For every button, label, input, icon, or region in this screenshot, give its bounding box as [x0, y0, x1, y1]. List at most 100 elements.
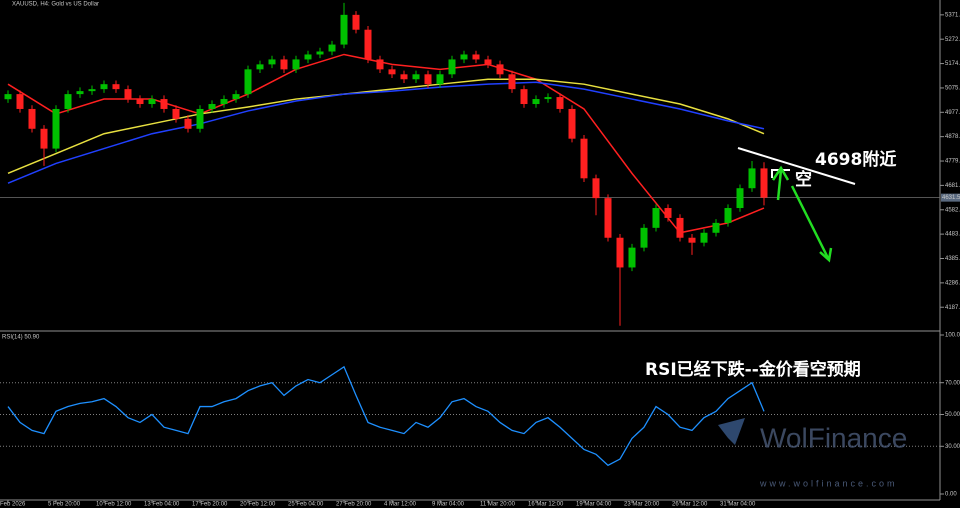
candle-body	[640, 227, 648, 248]
candle-body	[316, 51, 324, 55]
x-tick-label: 31 Mar 04:00	[720, 502, 756, 508]
candle-body	[220, 99, 228, 105]
watermark-logo	[718, 418, 745, 445]
x-tick-label: 9 Mar 04:00	[432, 502, 465, 508]
candle-body	[508, 74, 516, 90]
candle-body	[340, 14, 348, 45]
candle-body	[76, 91, 84, 95]
rsi-title: RSI(14) 50.90	[2, 335, 40, 341]
candle-body	[184, 118, 192, 129]
level-mark	[771, 169, 790, 178]
x-tick-label: 10 Feb 12:00	[96, 502, 132, 508]
annotation: 空	[795, 169, 812, 190]
candle-body	[700, 232, 708, 243]
y-tick-label: 5272.9	[945, 37, 960, 43]
y-tick-label: 30.00	[945, 444, 960, 450]
x-tick-label: 5 Feb 20:00	[48, 502, 81, 508]
candle-body	[364, 29, 372, 60]
rsi-line	[7, 365, 765, 467]
candle-body	[160, 99, 168, 109]
candle-body	[16, 94, 24, 109]
y-tick-label: 0.00	[945, 492, 957, 498]
trend-line	[737, 147, 856, 185]
candle-body	[448, 59, 456, 75]
candle-body	[400, 74, 408, 80]
y-tick-label: 5075.6	[945, 86, 960, 92]
x-tick-label: 20 Feb 12:00	[240, 502, 276, 508]
candle-body	[568, 108, 576, 139]
x-tick-label: 26 Mar 12:00	[672, 502, 708, 508]
candle-body	[652, 208, 660, 228]
x-tick-label: 17 Feb 20:00	[192, 502, 228, 508]
candle-body	[124, 89, 132, 100]
candle-body	[676, 217, 684, 238]
candle-body	[100, 84, 108, 90]
candle-body	[112, 84, 120, 90]
candle-body	[412, 74, 420, 80]
y-tick-label: 4878.4	[945, 134, 960, 140]
candle-body	[604, 198, 612, 238]
candle-body	[292, 59, 300, 70]
y-tick-label: 4286.5	[945, 280, 960, 286]
x-tick-label: Feb 2026	[0, 502, 26, 508]
candle-body	[244, 69, 252, 95]
last-price-label: 4631.5	[942, 195, 960, 201]
candle-body	[520, 89, 528, 105]
candle-body	[616, 237, 624, 268]
x-tick-label: 19 Mar 04:00	[576, 502, 612, 508]
candle-body	[484, 59, 492, 65]
x-tick-label: 11 Mar 20:00	[480, 502, 516, 508]
candle-body	[628, 247, 636, 268]
moving-average	[7, 81, 765, 184]
candle-body	[472, 54, 480, 60]
annotation: RSI已经下跌--金价看空预期	[645, 359, 861, 380]
x-tick-label: 27 Feb 20:00	[336, 502, 372, 508]
x-tick-label: 23 Mar 20:00	[624, 502, 660, 508]
candle-body	[376, 59, 384, 70]
candle-body	[4, 94, 12, 100]
candle-body	[760, 168, 768, 198]
y-tick-label: 4681.1	[945, 183, 960, 189]
candle-body	[232, 94, 240, 100]
y-tick-label: 4582.4	[945, 207, 960, 213]
candle-body	[748, 168, 756, 189]
candle-body	[256, 64, 264, 70]
down-arrow-head	[819, 247, 833, 263]
candle-body	[328, 44, 336, 52]
candle-body	[592, 178, 600, 199]
x-tick-label: 25 Feb 04:00	[288, 502, 324, 508]
candle-body	[196, 108, 204, 129]
candle-body	[544, 97, 552, 100]
y-tick-label: 100.00	[945, 333, 960, 339]
annotation: 4698附近	[815, 149, 896, 170]
candle-body	[52, 108, 60, 149]
candle-body	[268, 59, 276, 65]
y-tick-label: 50.00	[945, 412, 960, 418]
last-price-box	[941, 193, 960, 202]
up-arrow	[776, 169, 783, 201]
candle-body	[556, 97, 564, 109]
y-tick-label: 4779.7	[945, 159, 960, 165]
candle-body	[664, 208, 672, 218]
candle-body	[172, 108, 180, 119]
x-tick-label: 13 Feb 04:00	[144, 502, 180, 508]
watermark-url: www.wolfinance.com	[759, 478, 898, 488]
candle-body	[64, 94, 72, 109]
y-tick-label: 70.00	[945, 380, 960, 386]
candle-body	[424, 74, 432, 85]
candle-body	[436, 74, 444, 85]
candle-body	[148, 99, 156, 105]
candle-body	[304, 54, 312, 60]
candle-body	[460, 54, 468, 60]
y-tick-label: 5371.5	[945, 12, 960, 18]
up-arrow-head	[771, 165, 790, 181]
x-tick-label: 16 Mar 12:00	[528, 502, 564, 508]
candle-body	[88, 89, 96, 92]
moving-average	[7, 53, 765, 234]
candle-body	[736, 188, 744, 209]
candle-body	[688, 237, 696, 243]
candle-body	[496, 64, 504, 75]
down-arrow	[790, 185, 830, 259]
candle-body	[352, 14, 360, 30]
